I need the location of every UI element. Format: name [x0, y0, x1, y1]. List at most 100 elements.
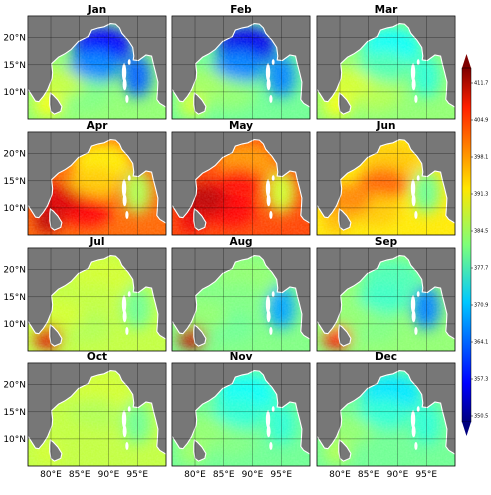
island-mask — [265, 179, 271, 198]
panel-frame — [316, 15, 456, 120]
island-mask — [122, 194, 127, 207]
island-mask — [265, 63, 271, 82]
island-mask — [416, 59, 420, 66]
colorbar-tick-label: 411.7 — [474, 81, 488, 87]
colorbar-max-arrow — [462, 54, 471, 68]
lon-tick-label: 80°E — [184, 470, 206, 480]
colorbar-tick-label: 357.3 — [474, 377, 488, 383]
island-mask — [125, 210, 129, 219]
sri-lanka-land — [193, 92, 207, 115]
island-mask — [266, 425, 271, 438]
sri-lanka-land — [193, 208, 207, 231]
colorbar-tick-label: 350.5 — [474, 414, 488, 420]
island-mask — [127, 291, 131, 298]
sri-lanka-land — [338, 439, 352, 462]
colorbar-tick-label: 398.1 — [474, 155, 488, 161]
colorbar-tick-label: 377.7 — [474, 266, 488, 272]
island-mask — [269, 326, 273, 335]
sri-lanka-land — [49, 324, 63, 347]
panel-title: Nov — [230, 351, 253, 363]
island-mask — [414, 441, 418, 450]
island-mask — [410, 63, 416, 82]
map-panel-oct: Oct — [27, 351, 167, 467]
map-panel-apr: Apr — [27, 120, 167, 236]
colorbar-ramp — [461, 67, 472, 423]
island-mask — [122, 425, 127, 438]
colorbar-tick-label: 404.9 — [474, 118, 488, 124]
map-panel-aug: Aug — [171, 236, 311, 352]
sri-lanka-land — [193, 439, 207, 462]
island-mask — [411, 310, 416, 323]
map-panel-mar: Mar — [316, 4, 456, 120]
colorbar-min-arrow — [462, 422, 471, 436]
map-panel-feb: Feb — [171, 4, 311, 120]
panel-frame — [316, 362, 456, 467]
lat-tick-label: 10°N — [3, 435, 26, 445]
panel-title: Jun — [376, 120, 396, 132]
sri-lanka-land — [338, 324, 352, 347]
map-axes-labels: 20°N 15°N 10°N 20°N 15°N 10°N 20°N 15°N 10°N 20°N… — [3, 34, 437, 480]
lat-tick-label: 15°N — [3, 177, 26, 187]
colorbar-tick-label: 391.3 — [474, 192, 488, 198]
lon-tick-label: 90°E — [98, 470, 120, 480]
panel-title: Aug — [229, 236, 252, 248]
island-mask — [122, 78, 127, 91]
panel-frame — [316, 247, 456, 352]
lat-tick-label: 15°N — [3, 408, 26, 418]
lon-tick-label: 80°E — [329, 470, 351, 480]
island-mask — [121, 179, 127, 198]
island-mask — [414, 210, 418, 219]
panel-title: May — [229, 120, 253, 132]
panel-frame — [171, 131, 311, 236]
island-mask — [271, 406, 275, 413]
colorbar-tick-label: 384.5 — [474, 229, 488, 235]
panel-title: Apr — [87, 120, 109, 132]
island-mask — [271, 175, 275, 182]
sri-lanka-land — [338, 92, 352, 115]
lat-tick-label: 20°N — [3, 381, 26, 391]
lon-tick-label: 95°E — [270, 470, 292, 480]
island-mask — [125, 94, 129, 103]
sri-lanka-land — [49, 208, 63, 231]
panel-title: Jan — [87, 4, 106, 16]
lon-tick-label: 85°E — [358, 470, 380, 480]
island-mask — [269, 94, 273, 103]
sri-lanka-land — [338, 208, 352, 231]
colorbar: 411.7 404.9 398.1 391.3 384.5 377.7 370.9 364.1… — [461, 54, 488, 436]
sri-lanka-land — [49, 92, 63, 115]
panel-title: Feb — [230, 4, 252, 16]
lat-tick-label: 20°N — [3, 266, 26, 276]
island-mask — [121, 410, 127, 429]
panel-title: Sep — [375, 236, 398, 248]
island-mask — [125, 441, 129, 450]
panel-frame — [316, 131, 456, 236]
island-mask — [416, 291, 420, 298]
panel-frame — [27, 15, 167, 120]
island-mask — [265, 410, 271, 429]
panel-frame — [171, 15, 311, 120]
panel-frame — [27, 131, 167, 236]
map-panel-jun: Jun — [316, 120, 456, 236]
panel-title: Dec — [375, 351, 397, 363]
map-panel-sep: Sep — [316, 236, 456, 352]
lat-tick-label: 10°N — [3, 320, 26, 330]
island-mask — [271, 59, 275, 66]
island-mask — [269, 210, 273, 219]
lat-tick-label: 15°N — [3, 293, 26, 303]
lon-tick-label: 90°E — [242, 470, 264, 480]
island-mask — [411, 425, 416, 438]
island-mask — [411, 78, 416, 91]
island-mask — [266, 78, 271, 91]
island-mask — [127, 175, 131, 182]
panel-title: Jul — [89, 236, 105, 248]
lon-tick-label: 95°E — [126, 470, 148, 480]
panel-frame — [171, 362, 311, 467]
map-panels: Jan Feb Mar Apr May Jun Jul Aug Sep Oct Nov Dec — [27, 4, 456, 467]
lon-tick-label: 85°E — [213, 470, 235, 480]
lat-tick-label: 10°N — [3, 204, 26, 214]
island-mask — [414, 326, 418, 335]
colorbar-tick-label: 364.1 — [474, 340, 488, 346]
panel-frame — [27, 247, 167, 352]
lon-tick-label: 95°E — [415, 470, 437, 480]
